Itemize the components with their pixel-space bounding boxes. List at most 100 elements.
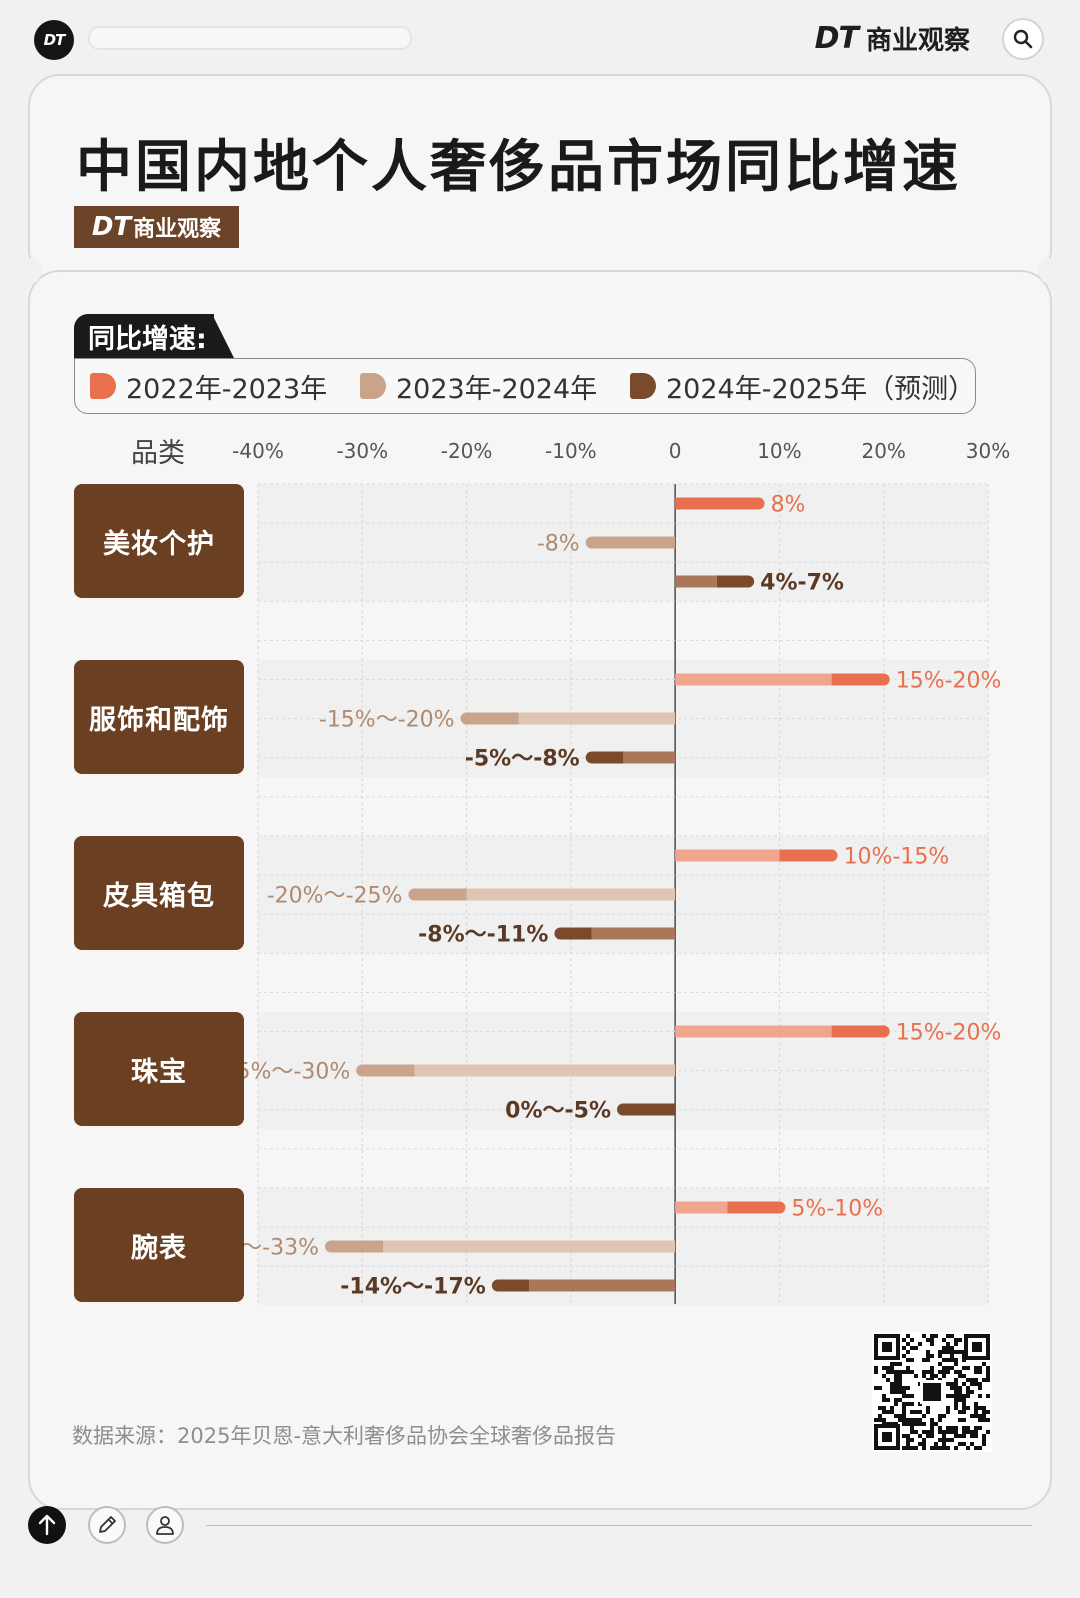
qr-code-icon[interactable] (872, 1332, 992, 1452)
qr-module (938, 1370, 942, 1374)
qr-module (926, 1410, 930, 1414)
qr-module (902, 1370, 906, 1374)
legend-item-2023-2024: 2023年-2024年 (360, 368, 597, 405)
qr-module (930, 1342, 934, 1346)
qr-module (986, 1418, 990, 1422)
qr-module (918, 1342, 922, 1346)
bar-value-label: 4%-7% (760, 571, 844, 596)
search-button[interactable] (1002, 18, 1044, 60)
qr-module (926, 1434, 930, 1438)
profile-button[interactable] (146, 1506, 184, 1544)
bar-end-cap (877, 1025, 890, 1038)
qr-module (972, 1342, 982, 1352)
qr-module (982, 1414, 986, 1418)
qr-module (930, 1366, 934, 1370)
legend-swatch (360, 373, 386, 399)
qr-module (938, 1350, 942, 1354)
qr-module (958, 1390, 962, 1394)
qr-module (966, 1394, 970, 1398)
qr-module (874, 1370, 878, 1374)
qr-module (934, 1422, 938, 1426)
qr-module (918, 1410, 922, 1414)
qr-module (906, 1438, 910, 1442)
qr-module (894, 1390, 898, 1394)
qr-module (962, 1374, 966, 1378)
qr-module (886, 1378, 890, 1382)
qr-module (906, 1434, 910, 1438)
qr-module (902, 1414, 906, 1418)
qr-module (914, 1430, 918, 1434)
legend-heading-slant (212, 314, 234, 358)
qr-module (922, 1446, 926, 1450)
x-tick-label: -30% (336, 439, 388, 463)
qr-module (898, 1378, 902, 1382)
qr-module (938, 1362, 942, 1366)
logo-icon[interactable]: DT (34, 20, 74, 60)
qr-module (914, 1410, 918, 1414)
qr-module (954, 1394, 958, 1398)
qr-module (954, 1338, 958, 1342)
qr-module (874, 1386, 878, 1390)
page-title: 中国内地个人奢侈品市场同比增速 (76, 135, 961, 200)
qr-module (982, 1438, 986, 1442)
bar-low-range-1 (518, 712, 676, 725)
bar-end-cap (825, 849, 838, 862)
pencil-icon (99, 1516, 116, 1533)
qr-module (906, 1370, 910, 1374)
category-label: 腕表 (74, 1188, 244, 1302)
qr-module (950, 1346, 954, 1350)
qr-module (962, 1434, 966, 1438)
qr-module (962, 1402, 966, 1406)
qr-module (962, 1426, 966, 1430)
x-tick-label: -40% (232, 439, 284, 463)
qr-module (906, 1358, 910, 1362)
qr-module (898, 1362, 902, 1366)
top-bar: DT DT 商业观察 (0, 0, 1080, 76)
qr-module (982, 1406, 986, 1410)
qr-module (962, 1418, 966, 1422)
bar-low-range-0 (675, 1025, 832, 1038)
bar-end-cap (585, 751, 598, 764)
scroll-top-button[interactable] (28, 1506, 66, 1544)
qr-module (954, 1362, 958, 1366)
qr-module (938, 1438, 942, 1442)
qr-module (910, 1438, 914, 1442)
qr-module (982, 1378, 986, 1382)
qr-module (978, 1386, 982, 1390)
qr-module (958, 1434, 962, 1438)
qr-module (950, 1366, 954, 1370)
qr-module (946, 1410, 950, 1414)
search-icon (1013, 29, 1033, 49)
qr-module (954, 1398, 958, 1402)
qr-module (946, 1438, 950, 1442)
bar-value-label: -5%～-8% (465, 747, 580, 772)
qr-module (946, 1366, 950, 1370)
bar-value-label: 0%～-5% (505, 1099, 611, 1124)
top-address-bar[interactable] (88, 26, 412, 50)
qr-module (954, 1402, 958, 1406)
qr-module (898, 1382, 902, 1386)
qr-module (986, 1394, 990, 1398)
qr-module (942, 1438, 946, 1442)
bar-low-range-2 (623, 751, 676, 764)
qr-module (978, 1406, 982, 1410)
qr-module (950, 1354, 954, 1358)
qr-module (966, 1390, 970, 1394)
qr-module (978, 1394, 982, 1398)
qr-module (954, 1378, 958, 1382)
qr-module (958, 1410, 962, 1414)
x-tick-label: 10% (757, 439, 801, 463)
qr-module (926, 1370, 930, 1374)
qr-module (942, 1434, 946, 1438)
qr-module (970, 1442, 974, 1446)
qr-module (922, 1370, 926, 1374)
qr-module (950, 1426, 954, 1430)
qr-module (954, 1446, 958, 1450)
legend-label: 2024年-2025年（预测） (666, 373, 976, 405)
bar-value-label: 8% (771, 493, 806, 518)
edit-button[interactable] (88, 1506, 126, 1544)
qr-module (894, 1414, 898, 1418)
qr-module (946, 1406, 950, 1410)
qr-module (910, 1394, 914, 1398)
bar-value-label: -20%～-25% (267, 884, 403, 909)
